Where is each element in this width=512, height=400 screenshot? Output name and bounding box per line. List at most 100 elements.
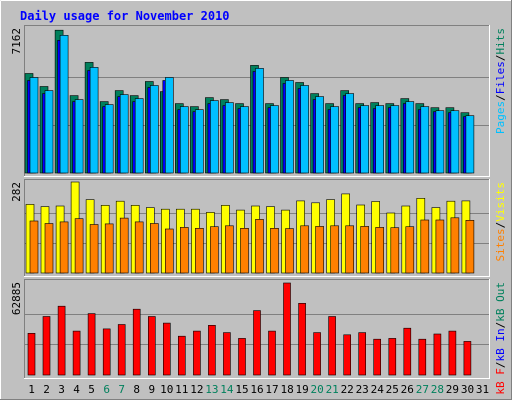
bar-sites-day-21 [330, 225, 339, 274]
bar-sites-day-9 [150, 223, 159, 274]
bar-sites-day-23 [360, 226, 370, 274]
bar-kb-f-day-12 [193, 330, 201, 376]
bar-sites-day-2 [44, 223, 54, 274]
x-tick-label-day-20: 20 [310, 383, 323, 396]
x-tick-label-day-24: 24 [371, 383, 385, 396]
bar-pages-day-18 [285, 80, 294, 174]
bar-pages-day-6 [104, 104, 114, 174]
bar-kb-f-day-18 [283, 282, 291, 376]
bar-sites-day-11 [180, 227, 189, 274]
legend-entry: / [494, 55, 507, 62]
x-tick-label-day-2: 2 [43, 383, 50, 396]
bar-sites-day-10 [165, 228, 174, 274]
bar-pages-day-7 [119, 94, 129, 174]
x-tick-label-day-21: 21 [326, 383, 339, 396]
x-tick-label-day-10: 10 [160, 383, 173, 396]
x-tick-label-day-27: 27 [416, 383, 429, 396]
y-max-label: 62885 [10, 282, 23, 315]
bar-sites-day-22 [345, 225, 355, 274]
bar-pages-day-22 [345, 93, 355, 174]
bar-pages-day-9 [150, 85, 159, 174]
bar-sites-day-19 [300, 225, 309, 274]
bar-pages-day-19 [300, 85, 309, 174]
bar-sites-day-26 [405, 226, 415, 274]
bar-pages-day-14 [225, 102, 234, 174]
bar-pages-day-24 [375, 105, 385, 174]
bar-pages-day-11 [180, 106, 189, 174]
x-tick-label-day-8: 8 [133, 383, 140, 396]
bar-sites-day-5 [89, 224, 99, 274]
bar-pages-day-21 [330, 106, 339, 174]
x-tick-label-day-3: 3 [58, 383, 65, 396]
x-tick-label-day-6: 6 [103, 383, 110, 396]
x-tick-label-day-4: 4 [73, 383, 80, 396]
y-max-label: 7162 [10, 28, 23, 55]
bar-sites-day-15 [240, 228, 249, 274]
bar-pages-day-5 [89, 67, 99, 174]
x-tick-label-day-15: 15 [235, 383, 248, 396]
bar-sites-day-16 [255, 219, 264, 274]
series-pages [29, 34, 475, 174]
series-sites [29, 217, 475, 274]
y-max-label: 282 [10, 182, 23, 202]
bar-sites-day-24 [375, 227, 385, 274]
x-tick-label-day-7: 7 [118, 383, 125, 396]
x-tick-label-day-11: 11 [175, 383, 188, 396]
bar-pages-day-13 [210, 100, 219, 174]
bar-kb-f-day-27 [418, 338, 427, 376]
legend-top: Pages/Files/Hits [494, 28, 507, 134]
legend-entry: Hits [494, 28, 507, 55]
bar-kb-f-day-29 [448, 330, 457, 376]
panel-middle: 282 Sites/Visits [10, 179, 507, 277]
x-tick-label-day-14: 14 [220, 383, 234, 396]
x-tick-label-day-1: 1 [28, 383, 35, 396]
x-tick-label-day-31: 31 [476, 383, 489, 396]
bar-kb-f-day-2 [42, 316, 51, 376]
legend-middle: Sites/Visits [494, 182, 507, 262]
chart-title: Daily usage for November 2010 [20, 9, 230, 23]
bar-kb-f-day-24 [373, 338, 382, 376]
legend-entry: / [494, 94, 507, 101]
bar-sites-day-18 [285, 228, 294, 274]
bar-kb-f-day-4 [72, 330, 81, 376]
legend-entry: kB In [494, 328, 507, 361]
bar-kb-f-day-5 [87, 313, 96, 376]
bar-sites-day-28 [435, 219, 445, 274]
bar-pages-day-26 [405, 101, 415, 174]
x-tick-label-day-5: 5 [88, 383, 95, 396]
x-axis-labels: 1 2 3 4 5 6 7 8 9 10 11 12 13 14 15 16 17 18 19 20 21 22 23 24 2… [28, 383, 489, 396]
bar-sites-day-12 [195, 228, 204, 274]
bar-kb-f-day-6 [102, 328, 111, 376]
bar-kb-f-day-15 [238, 338, 246, 376]
bar-sites-day-13 [210, 226, 219, 274]
bar-kb-f-day-8 [132, 308, 141, 376]
bar-sites-day-30 [465, 220, 475, 274]
legend-entry: Visits [494, 182, 507, 222]
bar-kb-f-day-10 [163, 322, 171, 376]
x-tick-label-day-18: 18 [280, 383, 293, 396]
bar-kb-f-day-16 [253, 310, 261, 376]
legend-entry: / [494, 222, 507, 229]
bar-pages-day-15 [240, 106, 249, 174]
x-tick-label-day-29: 29 [446, 383, 459, 396]
bar-sites-day-3 [59, 221, 69, 274]
bar-pages-day-2 [44, 90, 54, 174]
bar-sites-day-7 [119, 217, 129, 274]
bar-kb-f-day-20 [313, 332, 321, 376]
x-tick-label-day-17: 17 [265, 383, 278, 396]
x-tick-label-day-12: 12 [190, 383, 203, 396]
bar-pages-day-25 [390, 105, 400, 174]
bar-sites-day-27 [420, 219, 430, 274]
legend-entry: kB F [494, 368, 507, 395]
bar-kb-f-day-25 [388, 338, 397, 376]
bar-sites-day-17 [270, 228, 279, 274]
bar-pages-day-29 [450, 110, 460, 174]
x-tick-label-day-22: 22 [341, 383, 354, 396]
x-tick-label-day-13: 13 [205, 383, 218, 396]
chart-panels: 7162Pages/Files/Hits282Sites/Visits62885… [10, 25, 507, 395]
panel-top: 7162 Pages/Files/Hits [10, 25, 507, 177]
bar-kb-f-day-9 [148, 316, 156, 376]
bar-pages-day-20 [315, 96, 324, 174]
bar-pages-day-23 [360, 105, 370, 174]
